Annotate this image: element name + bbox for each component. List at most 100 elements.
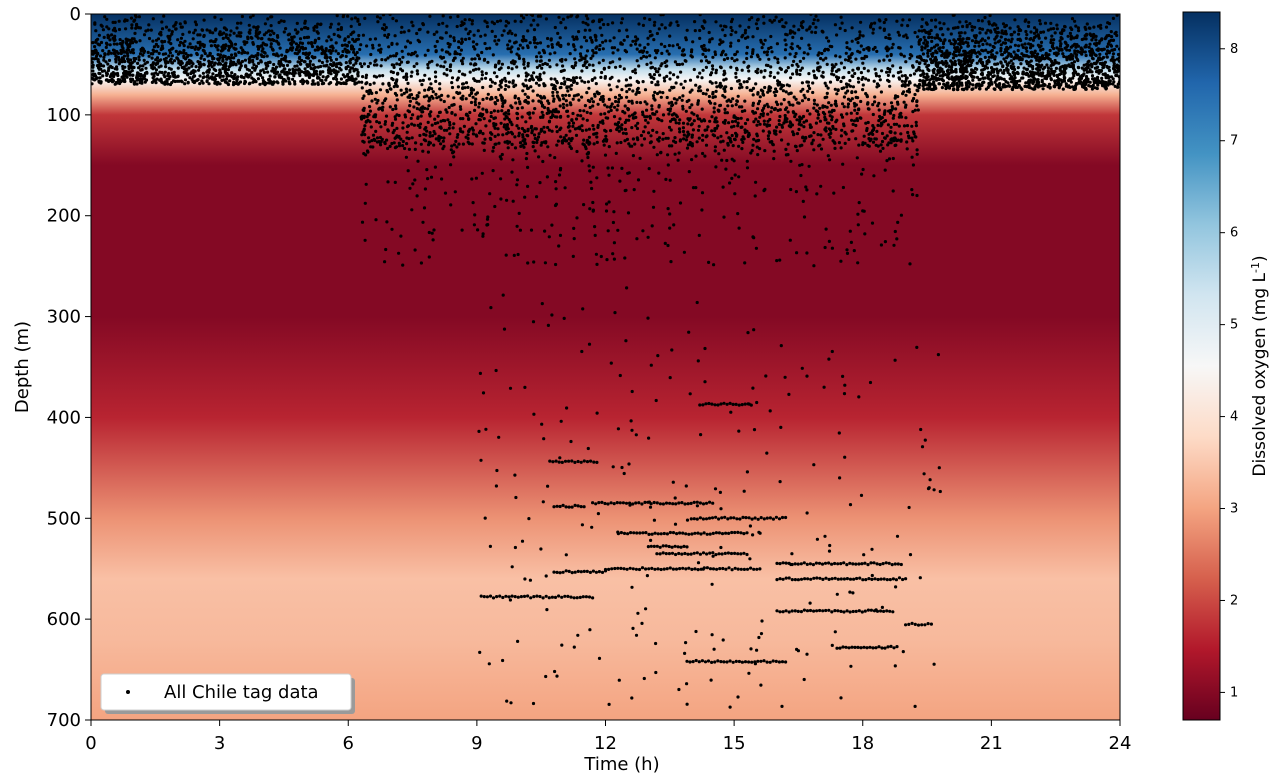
- data-point: [522, 16, 526, 20]
- data-point: [329, 51, 333, 55]
- data-point: [970, 68, 974, 72]
- data-point: [213, 43, 217, 48]
- data-point: [818, 119, 823, 123]
- data-point: [549, 115, 553, 120]
- data-point: [96, 58, 100, 62]
- data-point: [381, 101, 385, 105]
- data-point: [823, 115, 827, 119]
- data-point: [101, 74, 105, 78]
- data-point: [864, 77, 868, 81]
- data-point: [189, 71, 193, 76]
- data-point: [182, 54, 186, 58]
- data-point: [850, 39, 854, 43]
- data-point: [430, 123, 434, 127]
- data-point: [1014, 81, 1019, 85]
- data-point: [459, 117, 463, 121]
- data-point: [497, 38, 501, 42]
- data-point: [292, 40, 296, 44]
- data-point: [448, 120, 452, 125]
- data-point: [127, 64, 131, 68]
- data-point: [1094, 43, 1098, 47]
- data-point: [103, 52, 107, 56]
- data-point: [729, 86, 734, 91]
- data-point: [267, 78, 271, 82]
- data-point: [335, 82, 339, 86]
- data-point: [340, 54, 344, 58]
- data-point: [973, 44, 977, 48]
- data-point: [752, 120, 756, 124]
- data-point: [561, 102, 566, 106]
- data-point: [705, 59, 709, 63]
- data-point: [232, 31, 236, 35]
- data-point: [446, 118, 450, 122]
- data-point: [776, 57, 780, 61]
- data-point: [383, 120, 388, 124]
- data-point: [827, 39, 831, 43]
- data-point: [479, 34, 483, 38]
- data-point: [298, 41, 302, 45]
- data-point: [677, 121, 681, 125]
- data-point: [405, 60, 409, 64]
- data-point: [732, 124, 736, 128]
- data-point: [810, 30, 814, 34]
- data-point: [1008, 84, 1012, 88]
- data-point: [303, 46, 308, 51]
- data-point: [383, 98, 387, 103]
- data-point: [329, 62, 333, 66]
- data-point: [850, 52, 854, 56]
- data-point: [327, 35, 331, 39]
- data-point: [305, 70, 310, 74]
- data-point: [1007, 61, 1011, 65]
- data-point: [258, 82, 262, 86]
- data-point: [934, 86, 938, 90]
- data-point: [774, 100, 779, 104]
- data-point: [907, 18, 912, 22]
- data-point: [108, 79, 112, 83]
- data-point: [916, 108, 920, 112]
- data-point: [97, 33, 101, 37]
- data-point: [164, 56, 168, 60]
- data-point: [899, 139, 903, 143]
- data-point: [218, 62, 223, 66]
- data-point: [1071, 54, 1075, 58]
- data-point: [987, 70, 991, 75]
- data-point: [896, 138, 900, 142]
- data-point: [692, 119, 696, 123]
- data-point: [525, 14, 529, 17]
- data-point: [751, 101, 756, 105]
- data-point: [350, 47, 354, 51]
- data-point: [489, 114, 493, 119]
- data-point: [1091, 77, 1095, 81]
- data-point: [962, 49, 966, 53]
- data-point: [332, 61, 336, 65]
- data-point: [276, 54, 280, 58]
- data-point: [368, 105, 372, 109]
- data-point: [703, 128, 707, 132]
- data-point: [722, 58, 727, 62]
- data-point: [447, 126, 451, 130]
- data-point: [477, 67, 481, 71]
- data-point: [91, 77, 95, 81]
- data-point: [310, 73, 314, 77]
- data-point: [160, 20, 164, 24]
- data-point: [267, 81, 271, 85]
- data-point: [712, 106, 716, 110]
- data-point: [829, 103, 833, 107]
- data-point: [859, 99, 863, 104]
- data-point: [211, 72, 215, 76]
- data-point: [763, 38, 767, 42]
- data-point: [585, 65, 589, 70]
- data-point: [619, 140, 623, 145]
- data-point: [659, 42, 664, 46]
- data-point: [531, 111, 535, 115]
- data-point: [580, 95, 584, 99]
- data-point: [542, 125, 546, 129]
- data-point: [246, 35, 250, 39]
- data-point: [450, 111, 454, 115]
- data-point: [794, 97, 798, 101]
- data-point: [1051, 71, 1055, 75]
- data-point: [1041, 30, 1046, 34]
- data-point: [95, 76, 99, 80]
- data-point: [701, 138, 705, 142]
- data-point: [762, 122, 767, 126]
